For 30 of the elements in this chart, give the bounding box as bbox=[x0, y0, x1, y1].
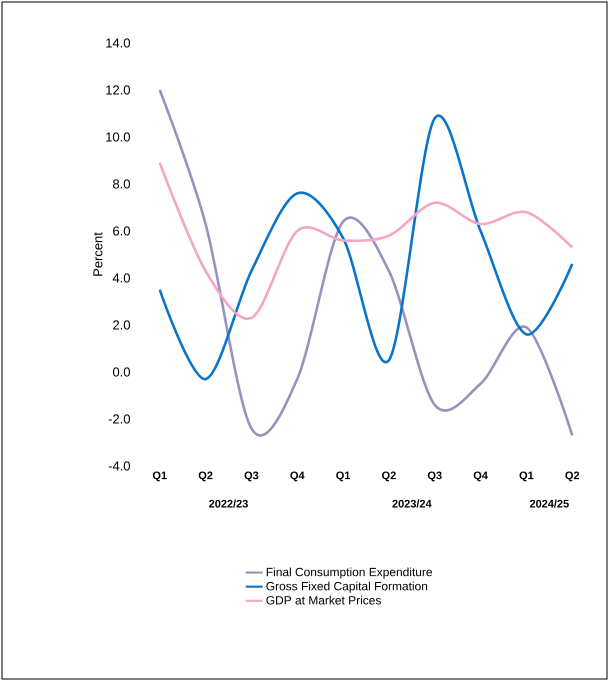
y-tick-label: -2.0 bbox=[108, 414, 130, 424]
y-tick-label: 8.0 bbox=[113, 179, 130, 189]
y-tick-label: 2.0 bbox=[113, 320, 130, 330]
x-tick-label: Q1 bbox=[152, 472, 167, 482]
text: 2023/24 bbox=[392, 500, 432, 508]
text: 2024/25 bbox=[530, 500, 569, 508]
line-series bbox=[158, 88, 574, 437]
y-tick-label: 12.0 bbox=[106, 85, 130, 95]
legend-label: Final Consumption Expenditure bbox=[266, 567, 432, 579]
y-axis-title: Percent bbox=[93, 232, 102, 276]
line-series bbox=[158, 162, 574, 320]
legend-label: GDP at Market Prices bbox=[266, 596, 381, 605]
x-tick-label: Q1 bbox=[336, 472, 350, 482]
x-tick-label: Q1 bbox=[520, 472, 534, 482]
y-tick-label: 6.0 bbox=[113, 226, 130, 236]
y-tick-label: 0.0 bbox=[112, 367, 130, 377]
y-tick-label: 4.0 bbox=[112, 273, 130, 283]
legend-label: Gross Fixed Capital Formation bbox=[266, 582, 428, 593]
x-tick-label: Q2 bbox=[565, 472, 580, 482]
x-tick-label: Q3 bbox=[428, 472, 442, 482]
x-tick-label: Q3 bbox=[244, 472, 258, 482]
line-series bbox=[158, 116, 574, 380]
x-tick-label: Q4 bbox=[290, 472, 304, 482]
x-tick-label: Q2 bbox=[382, 472, 396, 482]
text: 2022/23 bbox=[209, 500, 248, 508]
y-tick-label: -4.0 bbox=[108, 461, 130, 471]
x-tick-label: Q4 bbox=[474, 472, 488, 482]
y-tick-label: 14.0 bbox=[106, 38, 130, 48]
y-tick-label: 10.0 bbox=[106, 132, 130, 142]
x-tick-label: Q2 bbox=[198, 472, 212, 482]
